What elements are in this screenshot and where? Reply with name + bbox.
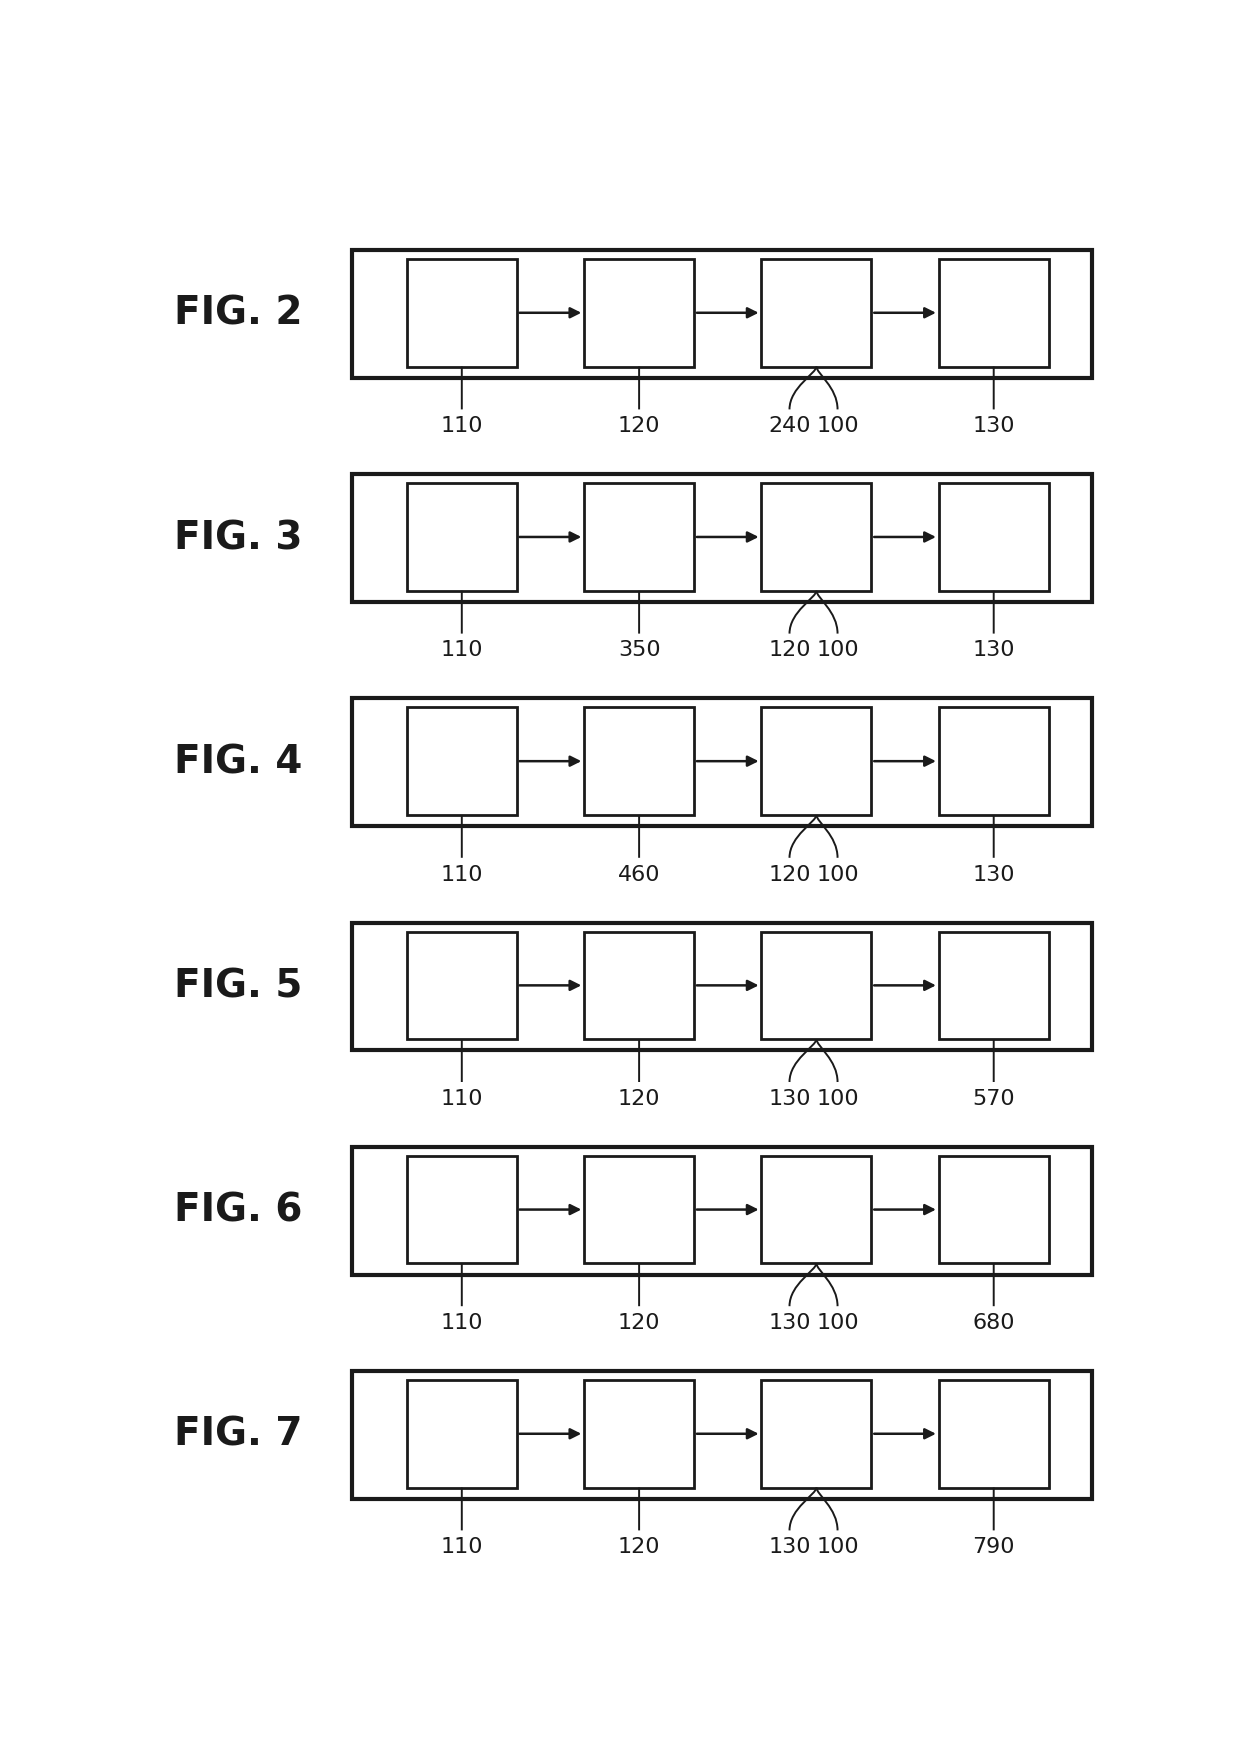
Text: FIG. 6: FIG. 6 [174,1191,303,1230]
Bar [761,484,872,590]
Bar [407,484,517,590]
Bar [939,1157,1049,1263]
Text: FIG. 5: FIG. 5 [174,968,303,1006]
Bar [584,708,694,814]
Bar [352,473,1092,603]
Bar [352,922,1092,1050]
Bar [761,708,872,814]
Text: 100: 100 [816,1088,859,1109]
Text: FIG. 4: FIG. 4 [174,742,303,781]
Bar [584,931,694,1039]
Text: 130: 130 [769,1088,811,1109]
Text: 120: 120 [769,641,811,660]
Bar [761,1380,872,1487]
Bar [584,1380,694,1487]
Text: FIG. 7: FIG. 7 [174,1415,303,1454]
Bar [407,1157,517,1263]
Bar [939,484,1049,590]
Bar [352,250,1092,377]
Bar [407,708,517,814]
Text: 570: 570 [972,1088,1016,1109]
Bar [939,708,1049,814]
Text: 120: 120 [618,1314,661,1333]
Bar [352,1371,1092,1499]
Text: 130: 130 [769,1314,811,1333]
Text: 350: 350 [618,641,661,660]
Text: 100: 100 [816,865,859,884]
Text: 680: 680 [972,1314,1016,1333]
Bar [584,259,694,367]
Text: 100: 100 [816,1314,859,1333]
Text: FIG. 3: FIG. 3 [174,519,303,557]
Text: 790: 790 [972,1537,1016,1557]
Bar [352,1146,1092,1275]
Text: 100: 100 [816,416,859,437]
Text: 110: 110 [440,1537,484,1557]
Text: 110: 110 [440,1088,484,1109]
Text: 240: 240 [769,416,811,437]
Text: 110: 110 [440,1314,484,1333]
Text: 120: 120 [618,1088,661,1109]
Text: 130: 130 [972,865,1016,884]
Bar [939,1380,1049,1487]
Text: 110: 110 [440,865,484,884]
Bar [407,259,517,367]
Text: 130: 130 [972,641,1016,660]
Bar [761,931,872,1039]
Text: 100: 100 [816,641,859,660]
Bar [407,1380,517,1487]
Bar [584,1157,694,1263]
Bar [761,1157,872,1263]
Text: 460: 460 [618,865,661,884]
Text: 130: 130 [972,416,1016,437]
Bar [761,259,872,367]
Bar [407,931,517,1039]
Text: 120: 120 [618,1537,661,1557]
Text: 130: 130 [769,1537,811,1557]
Text: 110: 110 [440,416,484,437]
Text: FIG. 2: FIG. 2 [174,295,303,334]
Bar [939,259,1049,367]
Text: 110: 110 [440,641,484,660]
Text: 120: 120 [769,865,811,884]
Text: 120: 120 [618,416,661,437]
Text: 100: 100 [816,1537,859,1557]
Bar [939,931,1049,1039]
Bar [352,699,1092,826]
Bar [584,484,694,590]
